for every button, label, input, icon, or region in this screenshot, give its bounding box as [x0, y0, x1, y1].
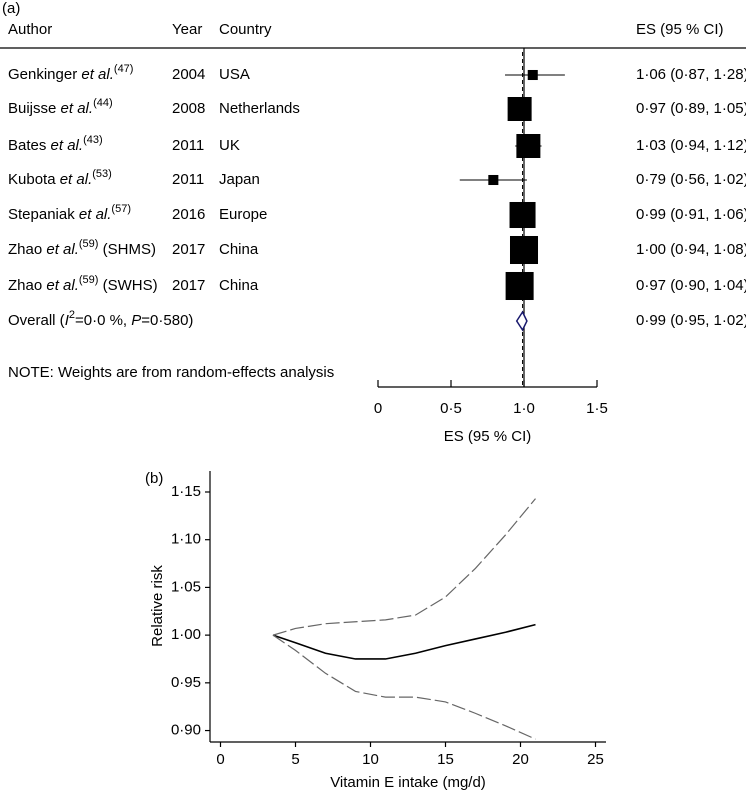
weight-box — [509, 201, 536, 229]
text-segment: et al. — [46, 277, 79, 294]
text-segment: Bates — [8, 137, 51, 154]
es-label: 0·97 (0·90, 1·04) — [636, 277, 746, 294]
note: NOTE: Weights are from random-effects an… — [8, 364, 334, 381]
country: USA — [219, 66, 250, 83]
text-segment: I — [65, 312, 69, 329]
weight-box — [509, 235, 539, 265]
country: China — [219, 241, 259, 258]
panel-label: (b) — [145, 470, 163, 487]
panel-label: (a) — [2, 0, 20, 17]
x-tick-label: 0 — [216, 751, 224, 768]
author-label: Zhao et al.(59) (SHMS) — [8, 238, 156, 258]
year: 2011 — [172, 137, 204, 154]
overall-label: Overall (I2=0·0 %, P=0·580) — [8, 309, 193, 329]
x-tick-label: 0 — [374, 400, 382, 417]
author-label: Buijsse et al.(44) — [8, 97, 113, 117]
text-segment: et al. — [61, 100, 94, 117]
text-segment: et al. — [79, 206, 112, 223]
es-label: 0·97 (0·89, 1·05) — [636, 100, 746, 117]
text-segment: Genkinger — [8, 66, 81, 83]
series-line — [272, 634, 536, 740]
y-tick-label: 1·05 — [171, 578, 201, 595]
text-segment: et al. — [81, 66, 114, 83]
text-segment: Zhao — [8, 277, 46, 294]
text-segment: Zhao — [8, 241, 46, 258]
x-tick-label: 15 — [437, 751, 454, 768]
year: 2016 — [172, 206, 205, 223]
year: 2017 — [172, 241, 205, 258]
x-tick-label: 1·5 — [586, 400, 608, 417]
es-label: 1·06 (0·87, 1·28) — [636, 66, 746, 83]
y-tick-label: 1·00 — [171, 626, 201, 643]
author-label: Stepaniak et al.(57) — [8, 203, 131, 223]
text-segment: et al. — [46, 241, 79, 258]
author-label: Genkinger et al.(47) — [8, 63, 133, 83]
author-label: Kubota et al.(53) — [8, 168, 112, 188]
x-tick-label: 10 — [362, 751, 379, 768]
series-line — [272, 498, 536, 636]
x-axis-title: ES (95 % CI) — [444, 428, 532, 445]
country: UK — [219, 137, 240, 154]
weight-box — [527, 69, 538, 81]
year: 2011 — [172, 171, 204, 188]
es-label: 0·79 (0·56, 1·02) — [636, 171, 746, 188]
text-segment: Stepaniak — [8, 206, 79, 223]
y-tick-label: 0·90 — [171, 722, 201, 739]
weight-box — [505, 271, 534, 301]
series-line — [272, 623, 536, 660]
overall-es-label: 0·99 (0·95, 1·02) — [636, 312, 746, 329]
text-segment: (44) — [93, 97, 113, 109]
text-segment: et al. — [51, 137, 84, 154]
x-tick-label: 20 — [512, 751, 529, 768]
author-label: Zhao et al.(59) (SWHS) — [8, 274, 158, 294]
text-segment: et al. — [60, 171, 93, 188]
y-tick-label: 1·15 — [171, 483, 201, 500]
text-segment: 2 — [69, 309, 75, 321]
text-segment: (53) — [92, 168, 112, 180]
text-segment: =0·0 %, — [75, 312, 131, 329]
year: 2008 — [172, 100, 205, 117]
text-segment: Overall ( — [8, 312, 65, 329]
weight-box — [488, 174, 499, 186]
country: China — [219, 277, 259, 294]
text-segment: (59) — [79, 274, 99, 286]
x-tick-label: 0·5 — [440, 400, 462, 417]
text-segment: =0·580) — [141, 312, 193, 329]
overall-diamond — [515, 310, 528, 332]
y-tick-label: 0·95 — [171, 674, 201, 691]
text-segment: (SWHS) — [98, 277, 157, 294]
y-tick-label: 1·10 — [171, 531, 201, 548]
x-tick-label: 5 — [291, 751, 299, 768]
y-axis-title: Relative risk — [149, 565, 166, 647]
year: 2004 — [172, 66, 205, 83]
weight-box — [507, 97, 532, 121]
text-segment: P — [131, 312, 141, 329]
x-tick-label: 25 — [587, 751, 604, 768]
country: Japan — [219, 171, 260, 188]
x-axis-title: Vitamin E intake (mg/d) — [330, 774, 486, 791]
es-label: 1·03 (0·94, 1·12) — [636, 137, 746, 154]
author-label: Bates et al.(43) — [8, 134, 103, 154]
es-label: 0·99 (0·91, 1·06) — [636, 206, 746, 223]
text-segment: Buijsse — [8, 100, 61, 117]
column-header: Country — [219, 21, 272, 38]
text-segment: (59) — [79, 238, 99, 250]
text-segment: Kubota — [8, 171, 60, 188]
weight-box — [516, 134, 541, 158]
text-segment: (43) — [83, 134, 103, 146]
x-tick-label: 1·0 — [513, 400, 535, 417]
text-segment: (47) — [114, 63, 134, 75]
country: Europe — [219, 206, 267, 223]
es-label: 1·00 (0·94, 1·08) — [636, 241, 746, 258]
year: 2017 — [172, 277, 205, 294]
column-header: Year — [172, 21, 202, 38]
text-segment: (SHMS) — [98, 241, 156, 258]
country: Netherlands — [219, 100, 300, 117]
column-header: ES (95 % CI) — [636, 21, 724, 38]
text-segment: (57) — [111, 203, 131, 215]
column-header: Author — [8, 21, 52, 38]
